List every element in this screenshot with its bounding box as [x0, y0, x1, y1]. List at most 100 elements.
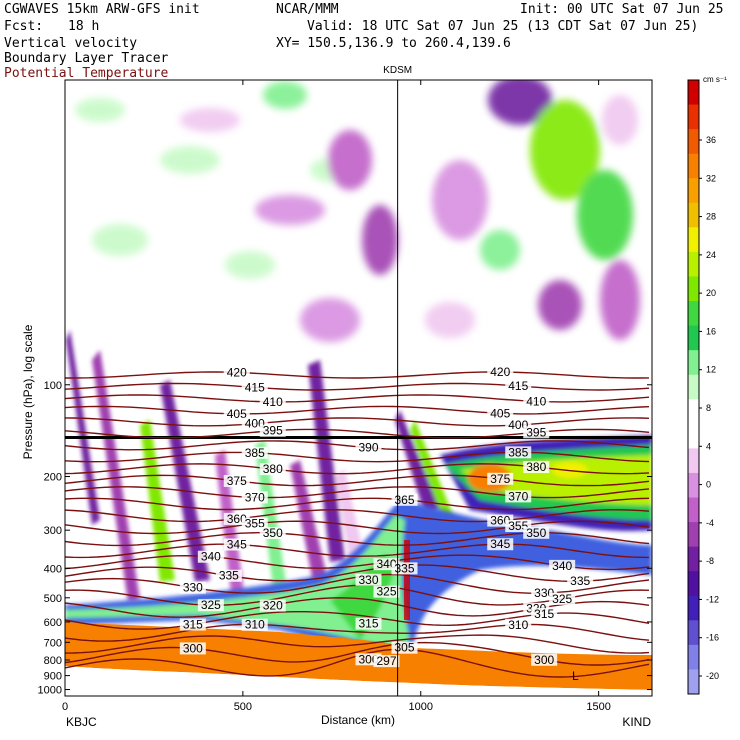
colorbar-swatch [688, 251, 699, 277]
isentrope-label-315: 315 [534, 607, 554, 621]
isentrope-label-370: 370 [245, 490, 265, 504]
isentrope-label-350: 350 [263, 526, 283, 540]
isentrope-label-325: 325 [552, 592, 572, 606]
low-marker-label: L [572, 669, 579, 683]
isentrope-label-405: 405 [227, 407, 247, 421]
colorbar-swatch [688, 522, 699, 548]
colorbar-swatch [688, 546, 699, 572]
isentrope-label-370: 370 [508, 489, 528, 503]
isentrope-label-340: 340 [552, 559, 572, 573]
field-vertical-velocity: Vertical velocity [4, 36, 138, 51]
isentrope-355 [65, 520, 650, 535]
isentrope-label-bg [487, 366, 514, 379]
x-tick-label: 0 [62, 701, 68, 713]
station-marker-label: KDSM [383, 65, 412, 76]
isentrope-350 [65, 531, 650, 547]
isentrope-305 [65, 634, 650, 654]
isentrope-label-bg [241, 517, 268, 530]
isentrope-label-bg [223, 407, 250, 420]
model-title: CGWAVES 15km ARW-GFS init [4, 2, 200, 17]
colorbar-swatch [688, 153, 699, 179]
isentrope-label-335: 335 [570, 574, 590, 588]
isentrope-label-380: 380 [263, 462, 283, 476]
isentrope-label-bg [259, 526, 286, 539]
isentrope-label-415: 415 [508, 379, 528, 393]
isentrope-label-365: 365 [394, 493, 414, 507]
org-label: NCAR/MMM [276, 2, 339, 17]
isentrope-label-385: 385 [508, 445, 528, 459]
isentrope-label-bg [259, 395, 286, 408]
colorbar-swatch [688, 423, 699, 449]
colorbar-swatch [688, 178, 699, 204]
isentrope-label-bg [373, 655, 400, 668]
colorbar-swatch [688, 644, 699, 670]
isentrope-label-390: 390 [358, 441, 378, 455]
colorbar-label: -20 [706, 671, 719, 681]
x-tick-label: 1000 [409, 701, 433, 713]
isentrope-label-395: 395 [263, 424, 283, 438]
isentrope-label-bg [505, 618, 532, 631]
isentrope-label-bg [373, 585, 400, 598]
isentrope-label-bg [179, 581, 206, 594]
isentrope-label-bg [355, 617, 382, 630]
isentrope-label-305: 305 [394, 641, 414, 655]
isentrope-375 [65, 474, 650, 487]
x-tick-label: 1500 [586, 701, 610, 713]
isentrope-label-380: 380 [526, 460, 546, 474]
colorbar-unit: cm s⁻¹ [703, 75, 727, 84]
colorbar-frame [687, 79, 700, 695]
cross-section-endpoints: XY= 150.5,136.9 to 260.4,139.6 [276, 36, 511, 51]
isentrope-label-325: 325 [376, 585, 396, 599]
isentrope-label-bg [197, 599, 224, 612]
isentrope-label-330: 330 [183, 581, 203, 595]
isentrope-label-335: 335 [219, 569, 239, 583]
isentrope-label-bg [523, 426, 550, 439]
isentrope-label-bg [531, 653, 558, 666]
colorbar-swatch [688, 350, 699, 376]
right-station-label: KIND [622, 715, 651, 729]
colorbar-label: 8 [706, 403, 711, 413]
isentrope-310 [65, 623, 650, 642]
forecast-hour: 18 h [68, 19, 100, 34]
colorbar-swatch [688, 276, 699, 302]
isentrope-395 [65, 428, 650, 439]
isentrope-label-bg [259, 599, 286, 612]
colorbar-swatch [688, 325, 699, 351]
y-tick-label: 400 [44, 563, 62, 575]
isentrope-label-350: 350 [526, 526, 546, 540]
isentrope-label-bg [179, 642, 206, 655]
isentrope-label-420: 420 [490, 365, 510, 379]
field-boundary-layer-tracer: Boundary Layer Tracer [4, 51, 169, 66]
left-station-label: KBJC [66, 715, 97, 729]
isentrope-415 [65, 382, 650, 391]
isentrope-label-385: 385 [245, 446, 265, 460]
init-time: Init: 00 UTC Sat 07 Jun 25 [520, 2, 724, 17]
isentrope-405 [65, 405, 650, 415]
colorbar-label: 0 [706, 480, 711, 490]
colorbar-swatch [688, 374, 699, 400]
colorbar-label: 4 [706, 441, 711, 451]
isentrope-label-bg [241, 446, 268, 459]
isentrope-label-bg [355, 573, 382, 586]
isentrope-label-bg [531, 608, 558, 621]
isentrope-360 [65, 509, 650, 523]
isentrope-label-bg [549, 559, 576, 572]
isentrope-label-bg [523, 526, 550, 539]
isentrope-335 [65, 564, 650, 582]
isentrope-label-297: 297 [376, 654, 396, 668]
isentrope-label-bg [223, 538, 250, 551]
isentrope-label-bg [223, 366, 250, 379]
isentrope-label-315: 315 [183, 618, 203, 632]
y-axis: 100 200 300 400 500 600 700 800 900 1000 [38, 380, 652, 697]
isentrope-label-300: 300 [183, 641, 203, 655]
isentrope-label-bg [487, 538, 514, 551]
colorbar-swatch [688, 301, 699, 327]
isentrope-label-340: 340 [201, 550, 221, 564]
y-tick-label: 1000 [38, 685, 62, 697]
isentrope-label-315: 315 [358, 617, 378, 631]
colorbar-label: -8 [706, 556, 714, 566]
isentrope-label-bg [505, 490, 532, 503]
isentrope-label-bg [179, 618, 206, 631]
colorbar-swatch [688, 104, 699, 130]
